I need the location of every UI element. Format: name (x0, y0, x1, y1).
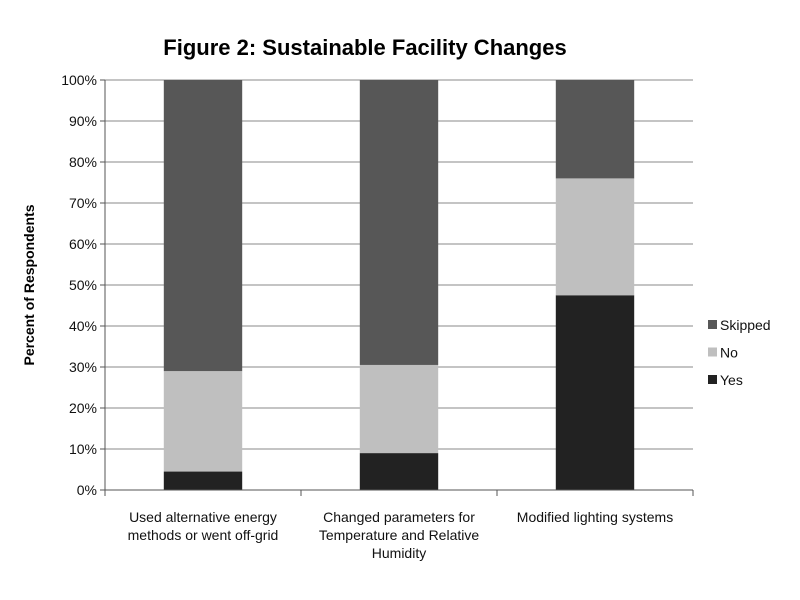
category-label: Changed parameters for Temperature and Re… (319, 509, 480, 561)
legend-swatch-skipped (708, 320, 717, 329)
category-label: Used alternative energy methods or went o… (128, 509, 279, 543)
category-label: Modified lighting systems (517, 509, 673, 525)
bar-segment-skipped (359, 80, 439, 365)
bar-segment-yes (555, 295, 635, 490)
y-tick-label: 10% (69, 441, 97, 457)
bar-segment-no (359, 364, 439, 454)
legend-label-skipped: Skipped (720, 317, 771, 333)
bars (163, 80, 635, 490)
y-tick-label: 50% (69, 277, 97, 293)
category-label-line: Changed parameters for (323, 509, 475, 525)
category-label-line: Modified lighting systems (517, 509, 673, 525)
category-label-line: Used alternative energy (129, 509, 277, 525)
y-tick-label: 80% (69, 154, 97, 170)
y-tick-label: 20% (69, 400, 97, 416)
bar-segment-no (555, 178, 635, 296)
legend: Skipped No Yes (708, 317, 771, 388)
y-axis-label: Percent of Respondents (21, 204, 37, 365)
y-tick-label: 30% (69, 359, 97, 375)
bar-segment-yes (163, 471, 243, 490)
y-tick-label: 100% (61, 72, 97, 88)
legend-label-no: No (720, 345, 738, 361)
bar-segment-skipped (163, 80, 243, 372)
y-tick-label: 90% (69, 113, 97, 129)
y-tick-label: 40% (69, 318, 97, 334)
bar-segment-skipped (555, 80, 635, 179)
y-tick-labels: 0% 10% 20% 30% 40% 50% 60% 70% 80% 90% 100% (61, 72, 97, 498)
axes (104, 80, 694, 496)
legend-label-yes: Yes (720, 372, 743, 388)
category-labels: Used alternative energy methods or went o… (128, 509, 674, 561)
chart-title: Figure 2: Sustainable Facility Changes (163, 35, 566, 60)
category-label-line: Humidity (372, 545, 426, 561)
legend-swatch-no (708, 347, 717, 357)
bar-segment-yes (359, 453, 439, 490)
category-label-line: Temperature and Relative (319, 527, 480, 543)
y-tick-label: 70% (69, 195, 97, 211)
legend-swatch-yes (708, 375, 717, 384)
y-tick-label: 0% (77, 482, 97, 498)
bar-segment-no (163, 371, 243, 472)
y-tick-label: 60% (69, 236, 97, 252)
category-label-line: methods or went off-grid (128, 527, 279, 543)
